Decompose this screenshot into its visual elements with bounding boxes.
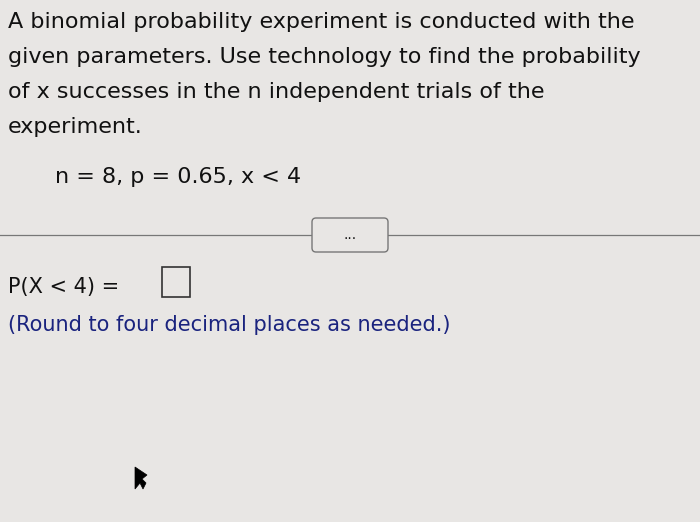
Text: (Round to four decimal places as needed.): (Round to four decimal places as needed.… xyxy=(8,315,451,335)
Text: P(X < 4) =: P(X < 4) = xyxy=(8,277,119,297)
Text: A binomial probability experiment is conducted with the: A binomial probability experiment is con… xyxy=(8,12,634,32)
Text: given parameters. Use technology to find the probability: given parameters. Use technology to find… xyxy=(8,47,641,67)
Text: of x successes in the n independent trials of the: of x successes in the n independent tria… xyxy=(8,82,545,102)
Text: experiment.: experiment. xyxy=(8,117,143,137)
Bar xyxy=(162,267,190,297)
Polygon shape xyxy=(135,467,147,489)
FancyBboxPatch shape xyxy=(312,218,388,252)
Text: n = 8, p = 0.65, x < 4: n = 8, p = 0.65, x < 4 xyxy=(55,167,301,187)
Text: ...: ... xyxy=(344,228,356,242)
